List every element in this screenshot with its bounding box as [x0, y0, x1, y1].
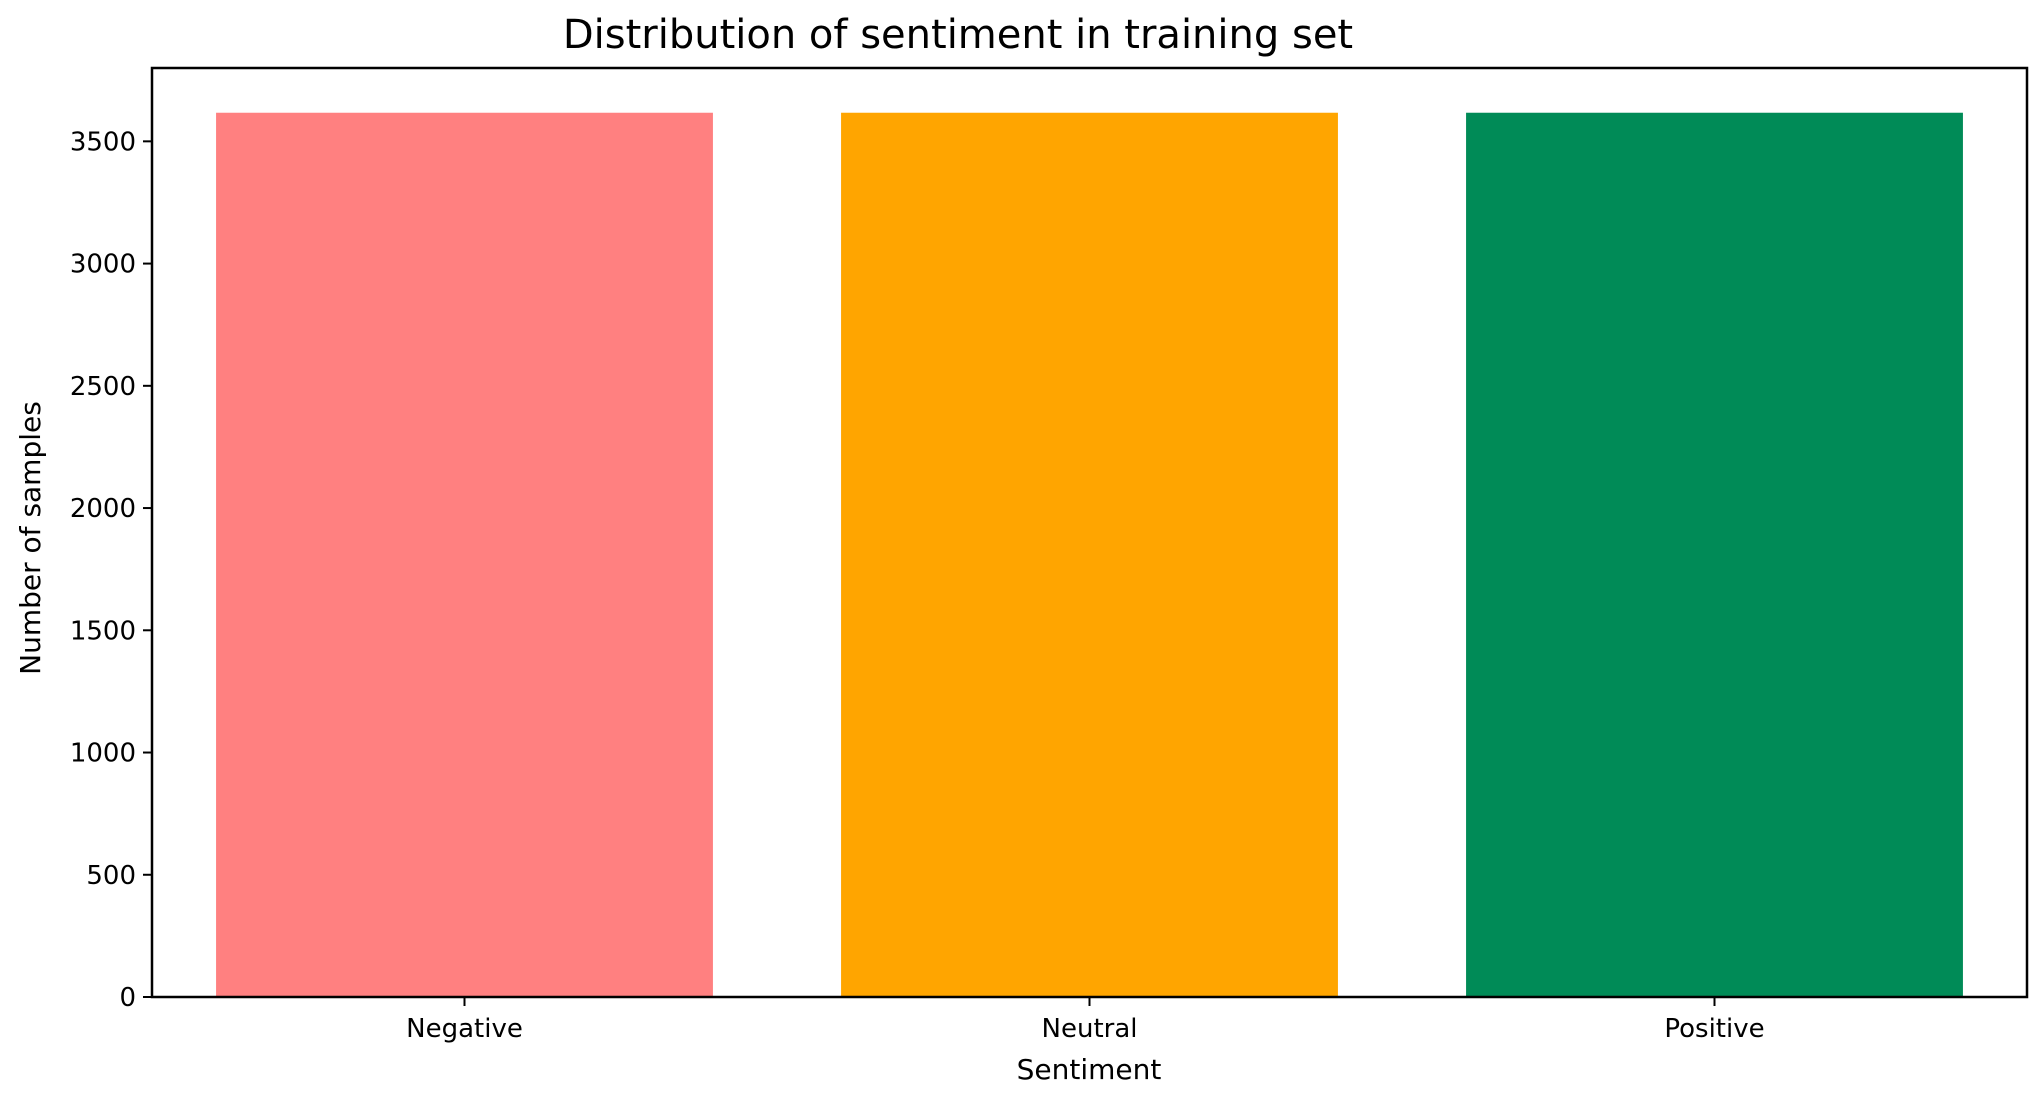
x-axis: Negative Neutral Positive: [406, 997, 1765, 1044]
x-tick-label: Neutral: [1042, 1014, 1138, 1044]
bar-neutral: [841, 112, 1338, 997]
y-tick-label: 2500: [70, 372, 136, 402]
plot-frame: [150, 66, 2029, 999]
y-axis-label: Number of samples: [14, 401, 47, 675]
bar-positive: [1466, 112, 1963, 997]
y-tick-label: 500: [86, 861, 136, 891]
x-tick-label: Negative: [406, 1014, 523, 1044]
y-tick-label: 3000: [70, 250, 136, 280]
y-tick-label: 0: [119, 983, 136, 1013]
y-tick-label: 3500: [70, 127, 136, 157]
bar-negative: [216, 112, 713, 997]
chart-title: Distribution of sentiment in training se…: [563, 12, 1353, 58]
x-tick-label: Positive: [1664, 1014, 1764, 1044]
y-tick-label: 2000: [70, 494, 136, 524]
y-tick-label: 1500: [70, 616, 136, 646]
y-tick-label: 1000: [70, 739, 136, 769]
bars-group: [216, 112, 1963, 997]
y-axis: 0 500 1000 1500 2000 2500 3000 3500: [70, 127, 152, 1013]
x-axis-label: Sentiment: [1017, 1053, 1162, 1086]
